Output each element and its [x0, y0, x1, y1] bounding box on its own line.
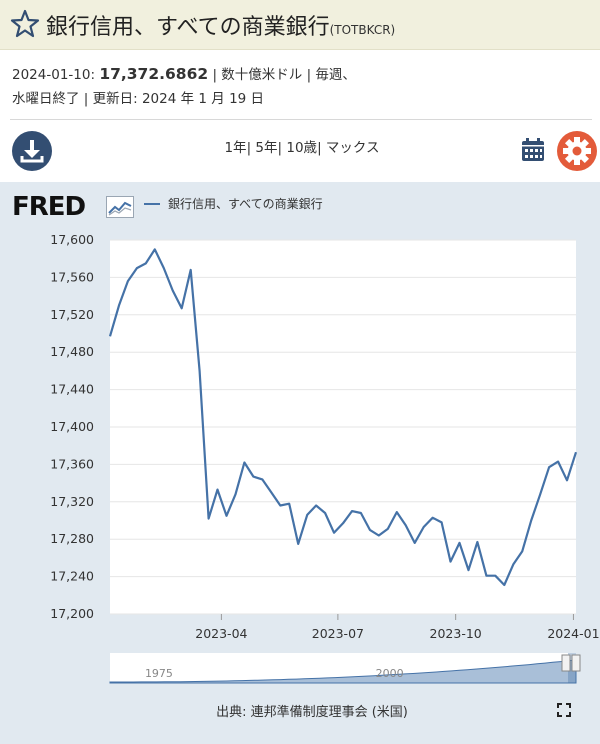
series-title: 銀行信用、すべての商業銀行(TOTBKCR): [46, 9, 395, 41]
units-text: | 数十億米ドル | 毎週、: [212, 67, 356, 83]
series-meta: 2024-01-10: 17,372.6862 | 数十億米ドル | 毎週、 水…: [12, 62, 592, 111]
settings-button[interactable]: [557, 131, 597, 171]
range-max[interactable]: マックス: [325, 140, 380, 156]
y-tick-label: 17,280: [50, 531, 94, 546]
range-sep: |: [317, 140, 322, 156]
y-tick-label: 17,600: [50, 232, 94, 247]
navigator-label: 2000: [376, 667, 404, 680]
navigator-area: [109, 659, 577, 684]
download-icon: [20, 140, 44, 163]
series-line: [108, 248, 578, 587]
navigator-label: 1975: [145, 667, 173, 680]
series-code: (TOTBKCR): [329, 23, 396, 37]
star-outline-icon[interactable]: [10, 9, 40, 39]
range-sep: |: [246, 140, 252, 156]
x-axis-ticks: 2023-04 2023-07 2023-10 2024-01: [195, 614, 600, 641]
y-tick-label: 17,520: [50, 307, 94, 322]
range-sep: |: [277, 140, 283, 156]
line-chart[interactable]: 17,200 17,240 17,280 17,320 17,360 17,400 17,4…: [0, 182, 600, 702]
x-tick-label: 2024-01: [547, 626, 599, 641]
divider: [10, 119, 592, 120]
range-1y[interactable]: 1年: [224, 140, 247, 156]
x-tick-label: 2023-04: [195, 626, 247, 641]
navigator-handle-left: [561, 654, 571, 672]
y-axis-ticks: 17,200 17,240 17,280 17,320 17,360 17,400 17,4…: [50, 232, 94, 621]
range-5y[interactable]: 5年: [255, 140, 278, 156]
series-group: [108, 248, 578, 587]
y-tick-label: 17,200: [50, 606, 94, 621]
y-tick-label: 17,360: [50, 456, 94, 471]
legend-swatch: [144, 202, 160, 205]
latest-date: 2024-01-10:: [12, 67, 96, 83]
calendar-icon[interactable]: [520, 137, 546, 163]
y-tick-label: 17,320: [50, 494, 94, 509]
meta-line-1: 2024-01-10: 17,372.6862 | 数十億米ドル | 毎週、: [12, 62, 592, 87]
y-tick-label: 17,560: [50, 269, 94, 284]
title-bar: 銀行信用、すべての商業銀行(TOTBKCR): [0, 0, 600, 50]
gridlines: [110, 239, 576, 615]
y-tick-label: 17,480: [50, 344, 94, 359]
range-10y[interactable]: 10歳: [286, 140, 318, 156]
fullscreen-icon[interactable]: [557, 703, 571, 717]
y-tick-label: 17,240: [50, 569, 94, 584]
y-tick-label: 17,440: [50, 382, 94, 397]
range-navigator[interactable]: 1975 2000: [109, 653, 581, 684]
fred-graph-icon: [106, 196, 134, 218]
download-button[interactable]: [12, 131, 52, 171]
legend-label: 銀行信用、すべての商業銀行: [168, 197, 323, 211]
gear-icon: [563, 137, 591, 165]
x-tick-label: 2023-10: [430, 626, 482, 641]
fred-logo: FRED: [12, 192, 86, 222]
x-tick-label: 2023-07: [312, 626, 364, 641]
chart-source: 出典: 連邦準備制度理事会 (米国): [216, 705, 408, 720]
series-title-text: 銀行信用、すべての商業銀行: [46, 15, 330, 40]
y-tick-label: 17,400: [50, 419, 94, 434]
navigator-handle-right: [571, 654, 581, 672]
meta-line-2: 水曜日終了 | 更新日: 2024 年 1 月 19 日: [12, 91, 265, 107]
chart-legend: 銀行信用、すべての商業銀行: [144, 195, 323, 212]
latest-value: 17,372.6862: [99, 65, 209, 83]
date-range-selector: 1年| 5年| 10歳| マックス: [0, 136, 600, 156]
